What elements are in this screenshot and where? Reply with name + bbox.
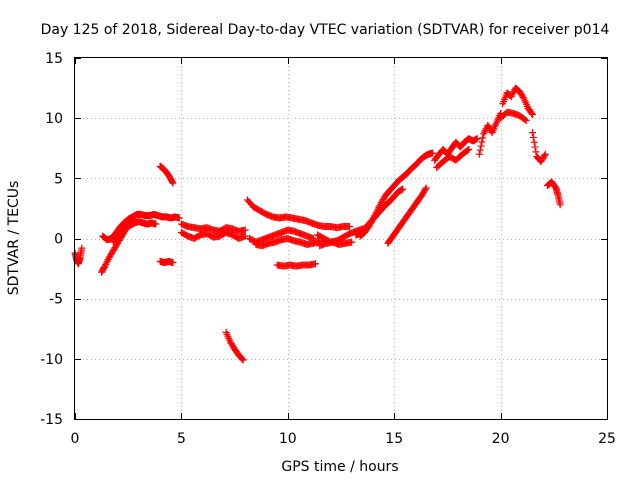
series-arc-19	[431, 135, 481, 164]
plot-frame	[74, 57, 608, 420]
data-point	[473, 135, 481, 143]
series-arc-01	[71, 244, 86, 268]
data-point	[241, 226, 249, 234]
data-point	[169, 259, 177, 267]
data-point	[475, 150, 483, 158]
data-point	[508, 91, 516, 99]
data-point	[509, 89, 517, 97]
data-point	[241, 232, 249, 240]
data-point	[528, 109, 536, 117]
data-point	[103, 257, 111, 265]
data-point	[465, 145, 473, 153]
series-arc-08	[177, 220, 249, 235]
data-point	[529, 129, 537, 137]
data-point	[422, 184, 430, 192]
series-arc-09	[222, 328, 247, 364]
data-point	[530, 138, 538, 146]
x-tick-labels: 0 5 10 15 20 25	[71, 431, 616, 447]
data-point	[521, 116, 529, 124]
data-point	[519, 93, 527, 101]
data-point	[522, 117, 530, 125]
data-point	[175, 214, 183, 222]
y-tick-label: -10	[40, 352, 63, 368]
series-arc-17	[352, 185, 407, 239]
series-arc-22	[499, 84, 537, 119]
data-point	[169, 179, 177, 187]
data-point	[152, 220, 160, 228]
series-arc-21	[475, 109, 505, 158]
y-tick-label: -5	[49, 292, 63, 308]
data-point	[540, 152, 548, 160]
data-point	[529, 111, 537, 119]
data-point	[311, 260, 319, 268]
data-point	[480, 128, 488, 136]
series-arc-07	[177, 228, 249, 242]
series-arc-06	[156, 257, 177, 267]
data-point	[168, 178, 176, 186]
data-point	[399, 185, 407, 193]
data-point	[348, 238, 356, 246]
series-arc-10	[243, 196, 354, 232]
x-tick-label: 10	[279, 431, 297, 447]
axis-ticks	[75, 58, 608, 420]
series-arc-16	[356, 149, 437, 240]
data-point	[541, 150, 549, 158]
series-arc-03	[99, 210, 183, 244]
data-point	[478, 138, 486, 146]
data-point	[104, 255, 112, 263]
data-point	[556, 201, 564, 209]
series-arc-15	[316, 238, 356, 250]
data-points	[71, 84, 564, 364]
y-tick-label: 0	[54, 232, 63, 248]
data-point	[532, 148, 540, 156]
series-arc-05	[156, 162, 177, 187]
series-arc-25	[543, 178, 564, 209]
y-tick-label: 10	[45, 111, 63, 127]
data-point	[101, 262, 109, 270]
series-arc-24	[529, 129, 549, 165]
y-tick-labels: -15 -10 -5 0 5 10 15	[40, 51, 63, 428]
data-point	[476, 146, 484, 154]
y-tick-label: 5	[54, 171, 63, 187]
y-axis-title: SDTVAR / TECUs	[6, 181, 22, 296]
data-point	[479, 134, 487, 142]
series-arc-04	[109, 218, 160, 246]
data-point	[481, 126, 489, 134]
x-tick-label: 0	[71, 431, 80, 447]
data-point	[239, 356, 247, 364]
x-tick-label: 15	[385, 431, 403, 447]
series-arc-13	[273, 260, 319, 270]
data-point	[102, 259, 110, 267]
series-arc-18	[384, 184, 430, 247]
y-tick-label: 15	[45, 51, 63, 67]
data-point	[463, 146, 471, 154]
data-point	[480, 130, 488, 138]
series-arc-23	[497, 108, 530, 125]
data-point	[421, 185, 429, 193]
data-point	[429, 149, 437, 157]
data-point	[477, 142, 485, 150]
series-arc-20	[433, 145, 473, 172]
x-tick-label: 25	[598, 431, 616, 447]
data-point	[346, 222, 354, 230]
data-point	[102, 260, 110, 268]
chart-title: Day 125 of 2018, Sidereal Day-to-day VTE…	[41, 22, 610, 38]
data-point	[507, 93, 515, 101]
x-tick-label: 20	[492, 431, 510, 447]
data-point	[78, 244, 86, 252]
x-axis-title: GPS time / hours	[281, 459, 398, 475]
x-tick-label: 5	[177, 431, 186, 447]
data-point	[238, 355, 246, 363]
data-point	[529, 133, 537, 141]
y-tick-label: -15	[40, 412, 63, 428]
data-point	[531, 143, 539, 151]
